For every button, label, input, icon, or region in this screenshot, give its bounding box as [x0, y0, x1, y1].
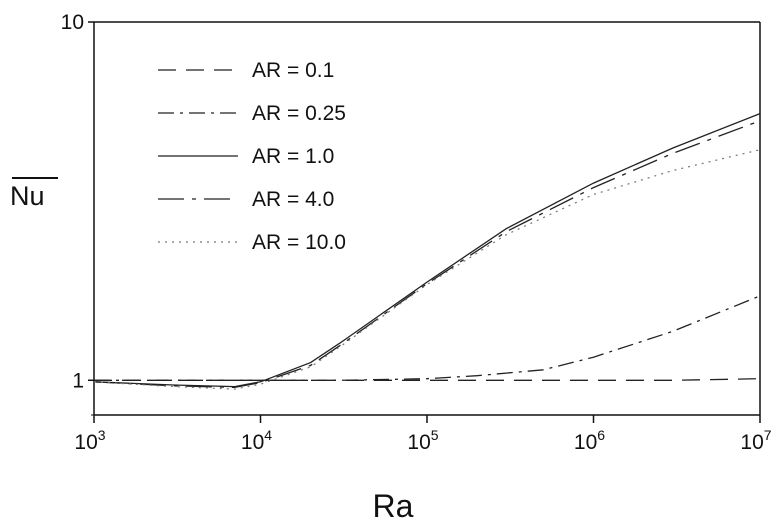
x-tick-exponent: 7 [764, 427, 772, 443]
series-lines [93, 112, 761, 390]
legend: AR = 0.1 AR = 0.25 AR = 1.0 AR = 4.0 AR = 10… [158, 59, 346, 254]
x-tick-label: 105 [407, 427, 438, 454]
x-tick-label: 103 [74, 427, 105, 454]
series-line-4 [93, 120, 761, 389]
legend-label: AR = 0.1 [252, 59, 334, 82]
legend-label: AR = 0.25 [252, 102, 346, 125]
legend-label: AR = 1.0 [252, 145, 334, 168]
series-line-3 [93, 112, 761, 388]
x-axis-title: Ra [373, 488, 414, 524]
x-tick-label: 104 [241, 427, 272, 454]
x-axis-ticks: 103 104 105 106 107 [74, 415, 772, 454]
legend-label: AR = 10.0 [252, 231, 346, 254]
x-tick-label: 107 [740, 427, 771, 454]
y-axis-title: Nu [10, 181, 45, 211]
x-tick-label: 106 [574, 427, 605, 454]
series-line-2 [94, 295, 761, 381]
x-tick-exponent: 4 [264, 427, 272, 443]
y-axis-ticks: 1 10 [61, 11, 94, 416]
series-line-5 [93, 149, 761, 390]
y-tick-label: 10 [61, 11, 84, 34]
y-tick-label: 1 [72, 369, 84, 392]
plot-frame [93, 21, 761, 416]
x-tick-exponent: 6 [597, 427, 605, 443]
x-tick-exponent: 3 [98, 427, 106, 443]
legend-label: AR = 4.0 [252, 188, 334, 211]
x-tick-exponent: 5 [431, 427, 439, 443]
